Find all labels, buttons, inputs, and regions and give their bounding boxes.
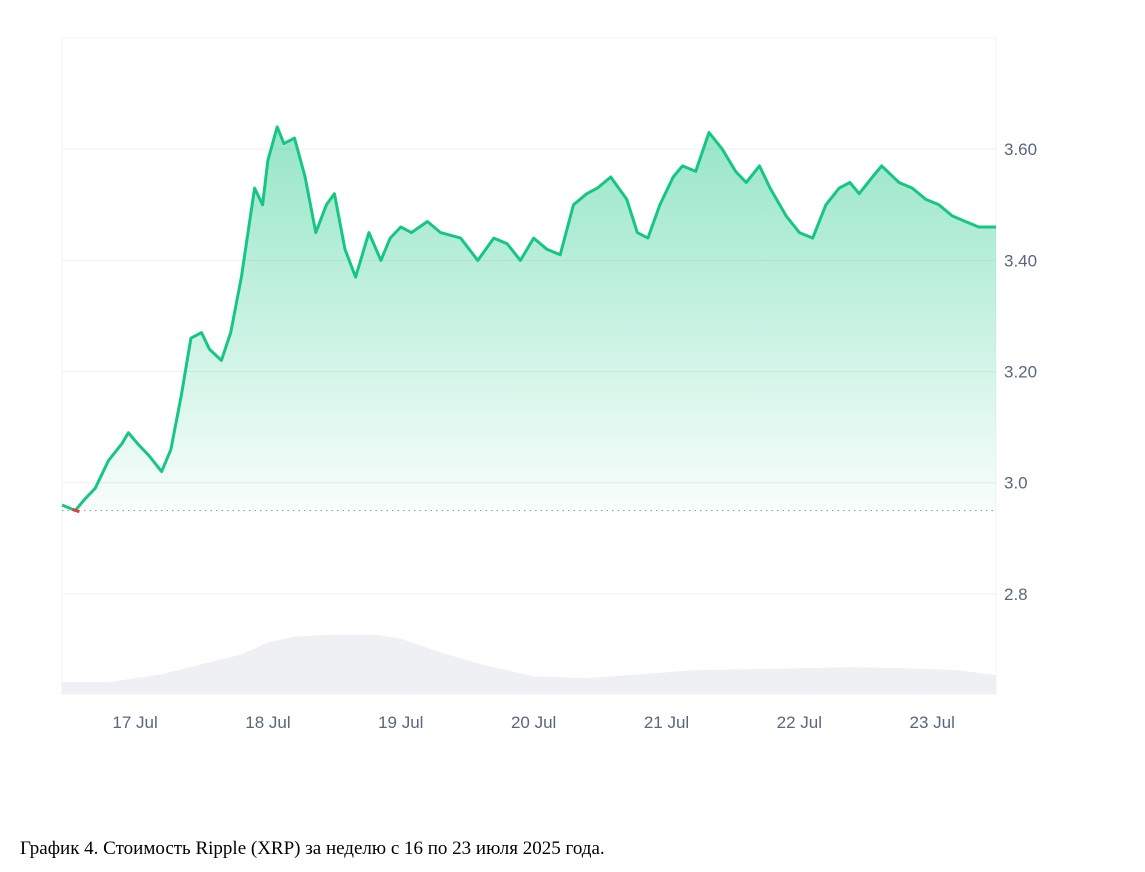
x-tick-label: 22 Jul <box>777 713 822 732</box>
x-tick-label: 20 Jul <box>511 713 556 732</box>
y-tick-label: 3.0 <box>1004 474 1028 493</box>
volume-area-group <box>62 634 996 694</box>
volume-area <box>62 634 996 694</box>
chart-svg: 2.8 3.0 3.20 3.40 3.60 17 Jul 18 Jul 19 Jul 20 … <box>61 37 1037 732</box>
x-tick-label: 21 Jul <box>644 713 689 732</box>
price-line-group <box>61 125 996 514</box>
price-line-below-baseline <box>72 507 80 514</box>
x-tick-label: 19 Jul <box>378 713 423 732</box>
y-tick-label: 2.8 <box>1004 585 1028 604</box>
x-tick-label: 18 Jul <box>245 713 290 732</box>
xrp-price-chart: 2.8 3.0 3.20 3.40 3.60 17 Jul 18 Jul 19 Jul 20 … <box>61 37 1037 732</box>
x-tick-label: 23 Jul <box>910 713 955 732</box>
y-tick-label: 3.20 <box>1004 363 1037 382</box>
price-area <box>62 126 996 511</box>
price-area-group <box>62 126 996 511</box>
x-axis-ticks: 17 Jul 18 Jul 19 Jul 20 Jul 21 Jul 22 Jul 23 J… <box>112 713 955 732</box>
chart-caption: График 4. Стоимость Ripple (XRP) за неде… <box>20 838 605 859</box>
x-tick-label: 17 Jul <box>112 713 157 732</box>
y-axis-ticks: 2.8 3.0 3.20 3.40 3.60 <box>1004 140 1037 604</box>
price-line <box>61 125 996 512</box>
y-tick-label: 3.40 <box>1004 251 1037 270</box>
y-tick-label: 3.60 <box>1004 140 1037 159</box>
